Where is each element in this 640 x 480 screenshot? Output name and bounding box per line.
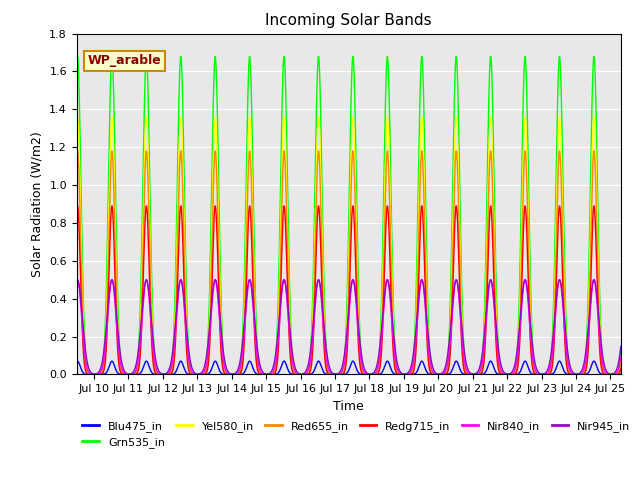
Nir945_in <box>73 278 81 284</box>
Yel580_in <box>270 370 278 375</box>
Nir840_in <box>506 372 513 377</box>
Nir840_in <box>573 372 580 377</box>
Nir840_in <box>419 278 426 284</box>
Line: Blu475_in: Blu475_in <box>77 361 621 374</box>
Blu475_in <box>270 372 278 377</box>
Grn535_in <box>315 53 323 59</box>
Nir840_in <box>395 370 403 375</box>
Red655_in <box>476 371 484 376</box>
Redg715_in <box>476 371 484 377</box>
Nir945_in <box>476 363 484 369</box>
Nir945_in <box>100 346 108 351</box>
Grn535_in <box>476 369 484 374</box>
Nir840_in <box>617 354 625 360</box>
Nir945_in <box>506 371 513 377</box>
Line: Yel580_in: Yel580_in <box>77 117 621 374</box>
Nir840_in <box>73 278 81 284</box>
Redg715_in <box>395 372 403 377</box>
Red655_in <box>73 154 81 159</box>
Redg715_in <box>506 372 513 377</box>
Grn535_in <box>506 372 513 377</box>
Redg715_in <box>73 208 81 214</box>
Grn535_in <box>573 372 580 377</box>
Blu475_in <box>419 359 426 364</box>
Blu475_in <box>476 372 484 377</box>
Blu475_in <box>573 372 580 377</box>
Nir945_in <box>395 366 403 372</box>
Yel580_in <box>315 114 323 120</box>
Blu475_in <box>506 372 513 377</box>
Redg715_in <box>315 203 323 209</box>
Nir945_in <box>617 344 625 350</box>
Nir840_in <box>476 368 484 373</box>
Grn535_in <box>395 370 403 376</box>
Nir840_in <box>315 277 323 283</box>
Redg715_in <box>100 367 108 372</box>
Red655_in <box>315 148 323 154</box>
Red655_in <box>395 371 403 377</box>
Yel580_in <box>476 370 484 376</box>
Red655_in <box>270 371 278 376</box>
Grn535_in <box>419 60 426 66</box>
Legend: Blu475_in, Grn535_in, Yel580_in, Red655_in, Redg715_in, Nir840_in, Nir945_in: Blu475_in, Grn535_in, Yel580_in, Red655_… <box>83 421 630 448</box>
Grn535_in <box>617 343 625 349</box>
Line: Red655_in: Red655_in <box>77 151 621 374</box>
Nir840_in <box>100 355 108 361</box>
Red655_in <box>506 372 513 377</box>
Blu475_in <box>73 359 81 364</box>
Red655_in <box>573 372 580 377</box>
Redg715_in <box>270 371 278 377</box>
Text: WP_arable: WP_arable <box>88 54 161 67</box>
X-axis label: Time: Time <box>333 400 364 413</box>
Yel580_in <box>395 371 403 377</box>
Blu475_in <box>100 371 108 377</box>
Redg715_in <box>419 208 426 214</box>
Title: Incoming Solar Bands: Incoming Solar Bands <box>266 13 432 28</box>
Blu475_in <box>617 371 625 377</box>
Nir945_in <box>573 371 580 377</box>
Yel580_in <box>506 372 513 377</box>
Yel580_in <box>617 354 625 360</box>
Yel580_in <box>419 120 426 126</box>
Redg715_in <box>617 366 625 372</box>
Grn535_in <box>100 347 108 352</box>
Blu475_in <box>315 358 323 364</box>
Yel580_in <box>573 372 580 377</box>
Line: Nir945_in: Nir945_in <box>77 280 621 374</box>
Line: Nir840_in: Nir840_in <box>77 280 621 374</box>
Nir945_in <box>270 362 278 368</box>
Grn535_in <box>73 60 81 65</box>
Nir945_in <box>419 278 426 284</box>
Yel580_in <box>100 356 108 362</box>
Red655_in <box>419 154 426 159</box>
Line: Redg715_in: Redg715_in <box>77 206 621 374</box>
Red655_in <box>617 360 625 366</box>
Nir840_in <box>270 367 278 373</box>
Redg715_in <box>573 372 580 377</box>
Line: Grn535_in: Grn535_in <box>77 56 621 374</box>
Grn535_in <box>270 368 278 374</box>
Red655_in <box>100 362 108 368</box>
Blu475_in <box>395 372 403 377</box>
Yel580_in <box>73 120 81 125</box>
Y-axis label: Solar Radiation (W/m2): Solar Radiation (W/m2) <box>31 131 44 277</box>
Nir945_in <box>315 277 323 283</box>
